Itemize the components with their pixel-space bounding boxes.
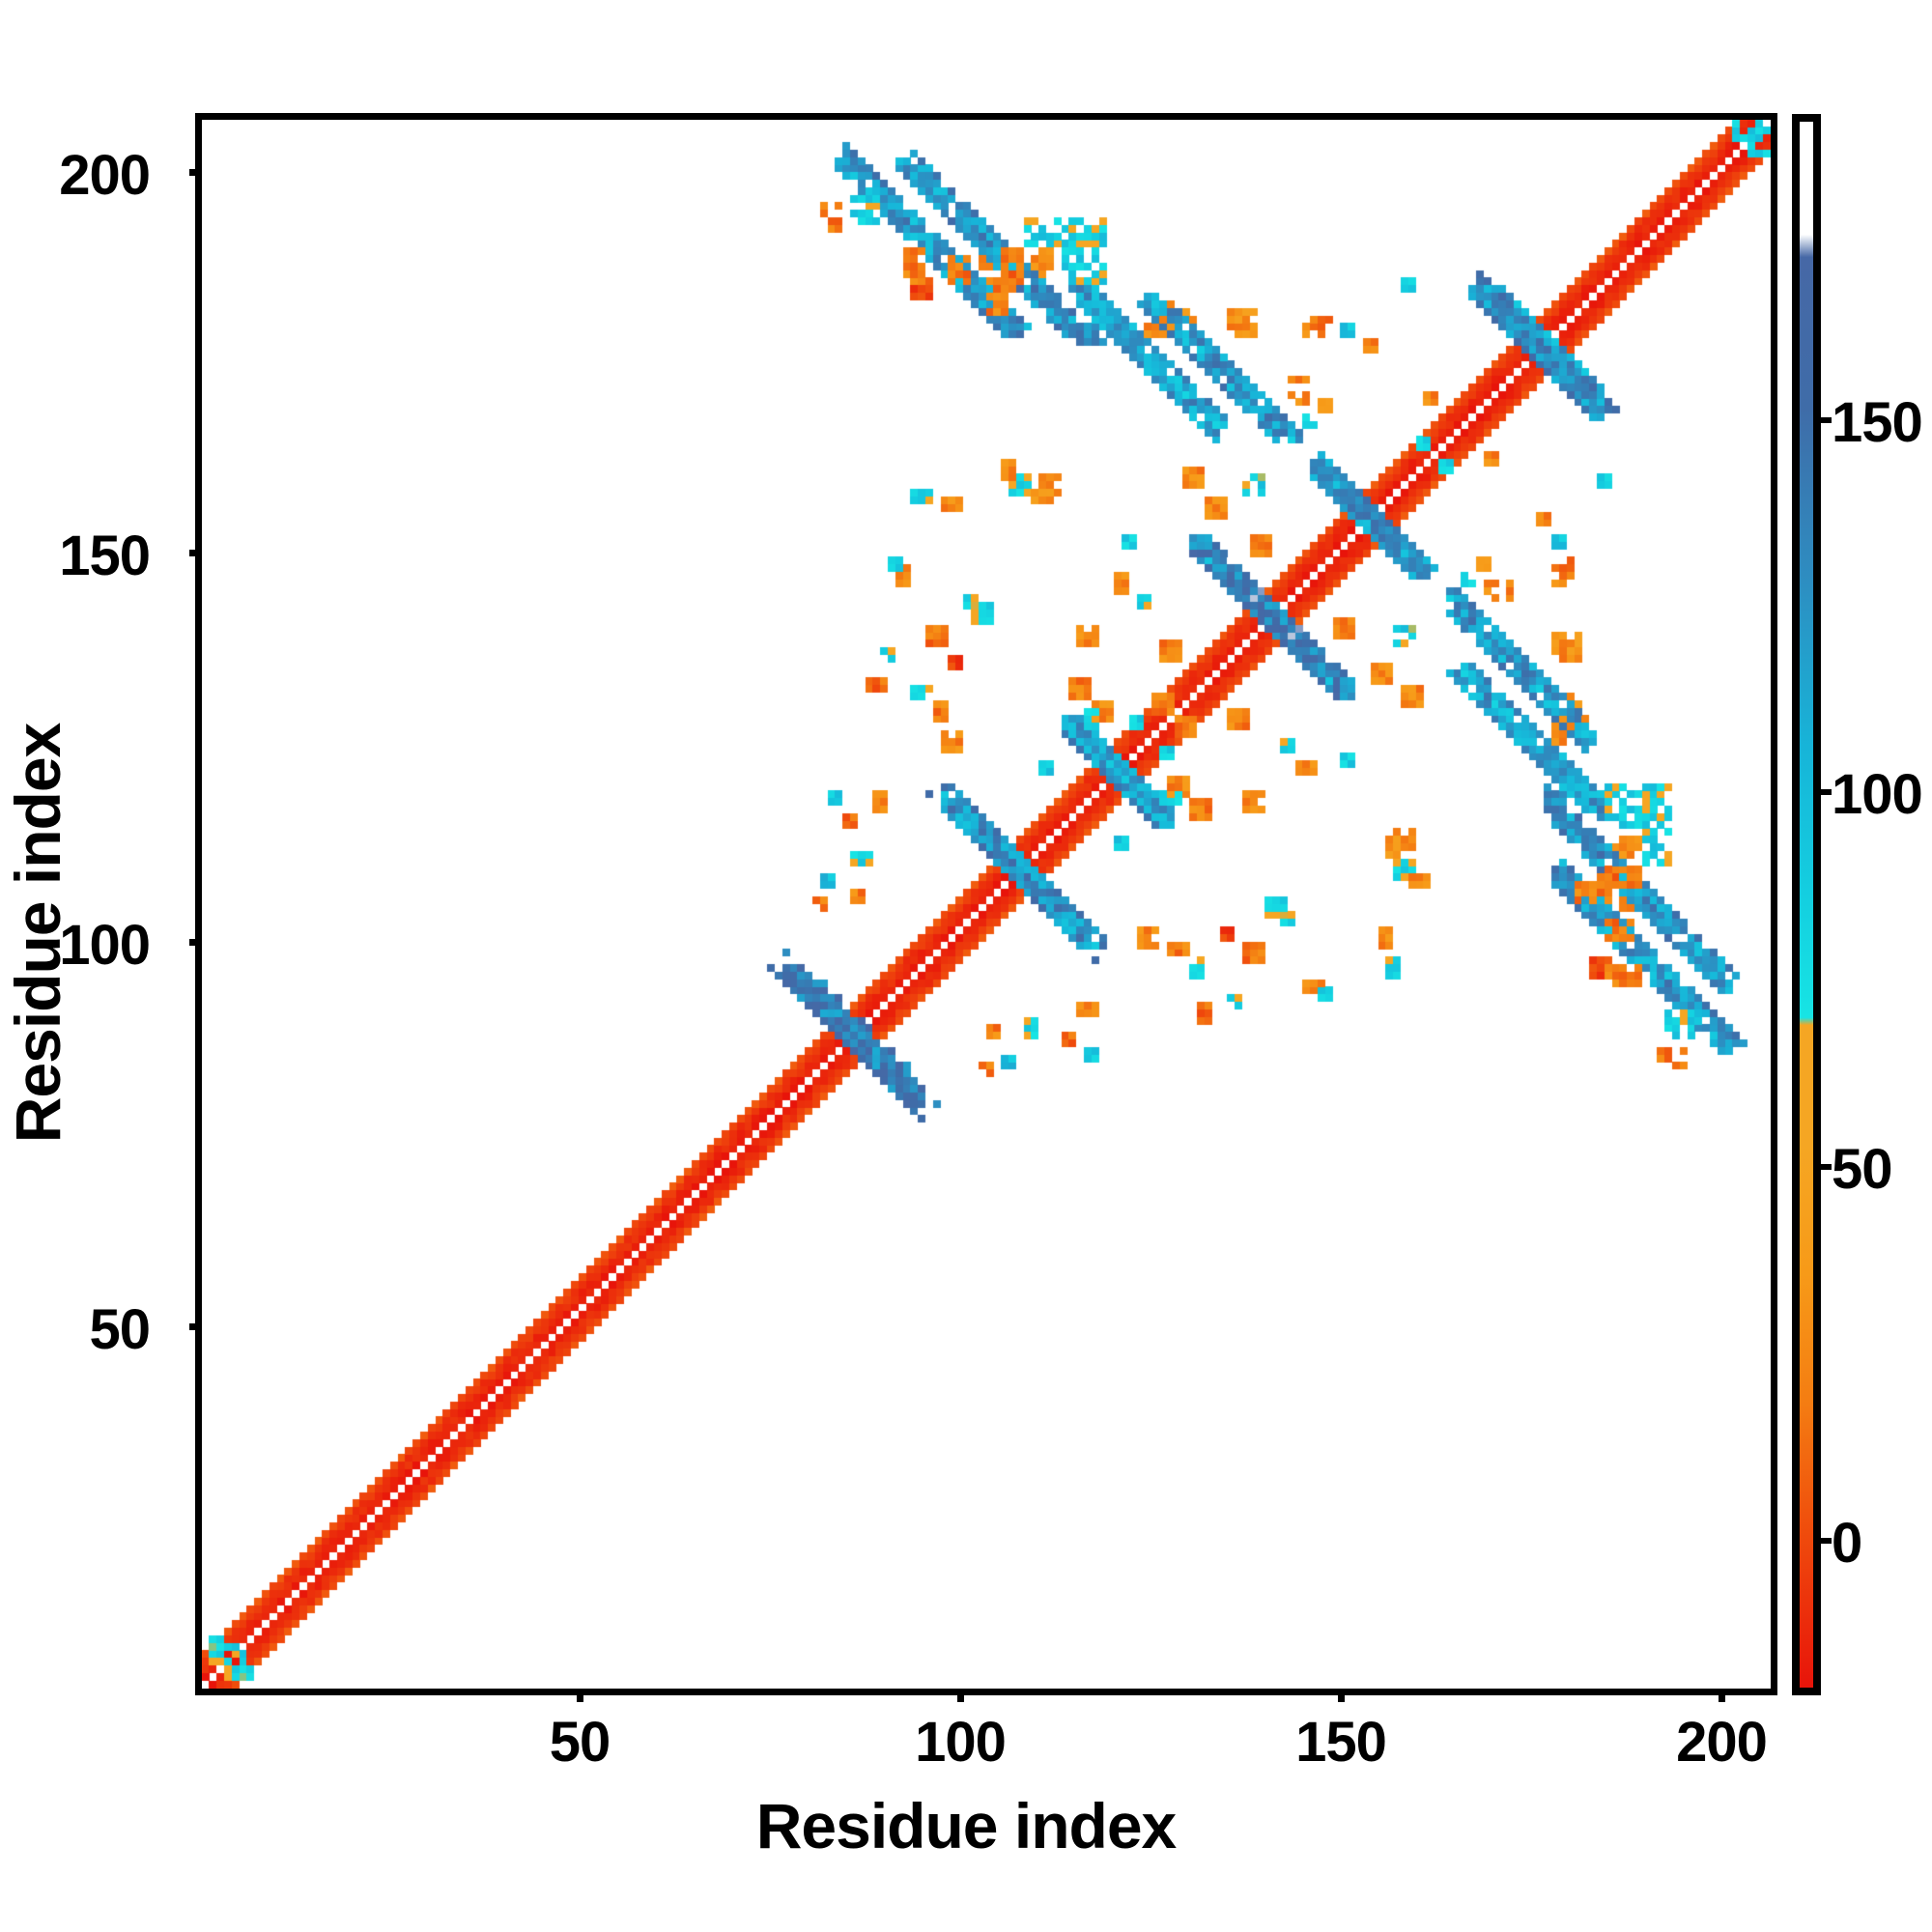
colorbar-tick-50 <box>1821 1164 1832 1170</box>
x-tick-mark-150 <box>1338 1690 1345 1702</box>
colorbar-gradient <box>1800 122 1813 1688</box>
colorbar-tick-100 <box>1821 789 1832 795</box>
colorbar <box>1792 114 1821 1695</box>
x-tick-label-200: 200 <box>1676 1711 1768 1774</box>
colorbar-label-50: 50 <box>1832 1138 1893 1201</box>
y-tick-label-150: 150 <box>59 525 151 587</box>
x-tick-label-50: 50 <box>549 1711 611 1774</box>
y-tick-label-200: 200 <box>59 144 151 207</box>
colorbar-label-100: 100 <box>1832 763 1923 826</box>
contact-map-plot-area <box>195 113 1777 1695</box>
x-tick-mark-50 <box>577 1690 583 1702</box>
colorbar-label-150: 150 <box>1832 391 1923 454</box>
y-tick-label-50: 50 <box>89 1298 151 1361</box>
colorbar-tick-0 <box>1821 1538 1832 1544</box>
x-axis-title: Residue index <box>755 1790 1177 1861</box>
colorbar-tick-150 <box>1821 417 1832 423</box>
contact-map-heatmap <box>202 120 1771 1689</box>
x-tick-mark-100 <box>957 1690 964 1702</box>
y-tick-label-100: 100 <box>59 914 151 977</box>
colorbar-border <box>1792 114 1821 1695</box>
colorbar-label-0: 0 <box>1832 1512 1862 1575</box>
x-tick-label-100: 100 <box>915 1711 1007 1774</box>
x-tick-label-150: 150 <box>1295 1711 1387 1774</box>
x-tick-mark-200 <box>1719 1690 1725 1702</box>
